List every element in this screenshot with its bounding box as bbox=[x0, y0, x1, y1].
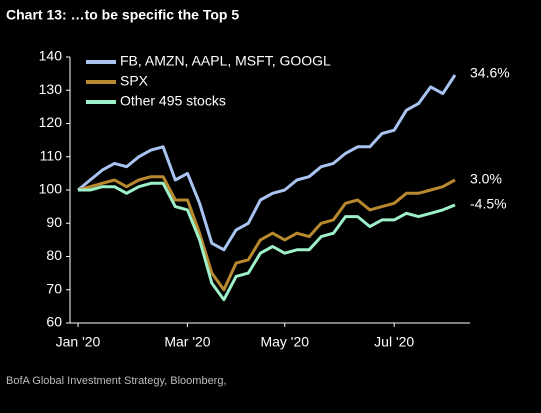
source-note: BofA Global Investment Strategy, Bloombe… bbox=[6, 375, 227, 387]
y-tick-label: 90 bbox=[46, 214, 62, 230]
x-tick-label: Jan '20 bbox=[56, 334, 101, 350]
y-tick-label: 140 bbox=[39, 48, 63, 64]
x-tick-label: Mar '20 bbox=[164, 334, 210, 350]
legend-label: SPX bbox=[120, 73, 149, 89]
x-tick-label: Jul '20 bbox=[374, 334, 414, 350]
legend-label: Other 495 stocks bbox=[120, 93, 226, 109]
end-label: -4.5% bbox=[470, 196, 507, 212]
end-label: 3.0% bbox=[470, 171, 502, 187]
y-tick-label: 80 bbox=[46, 247, 62, 263]
y-tick-label: 100 bbox=[39, 181, 63, 197]
series-line bbox=[77, 74, 457, 252]
y-tick-label: 60 bbox=[46, 314, 62, 330]
y-tick-label: 130 bbox=[39, 81, 63, 97]
end-label: 34.6% bbox=[470, 65, 510, 81]
chart-title: Chart 13: …to be specific the Top 5 bbox=[6, 7, 239, 23]
y-tick-label: 70 bbox=[46, 280, 62, 296]
x-tick-label: May '20 bbox=[260, 334, 309, 350]
y-tick-label: 120 bbox=[39, 114, 63, 130]
series-line bbox=[78, 181, 456, 302]
y-tick-label: 110 bbox=[40, 147, 63, 163]
series-line bbox=[77, 175, 456, 292]
legend-label: FB, AMZN, AAPL, MSFT, GOOGL bbox=[120, 53, 331, 69]
